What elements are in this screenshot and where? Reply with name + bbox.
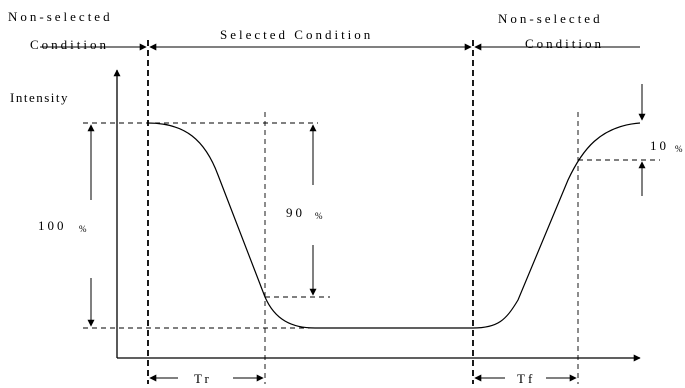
nonselected-left-line2: Condition <box>30 37 109 52</box>
magnitude-90-unit: % <box>315 211 323 221</box>
magnitude-100-unit: % <box>79 224 87 234</box>
nonselected-left-line1: Non-selected <box>8 9 113 24</box>
magnitude-100-value: 100 <box>38 218 67 233</box>
y-axis-label: Intensity <box>10 90 69 105</box>
intensity-curve <box>147 122 641 329</box>
magnitude-10-value: 10 <box>650 138 669 153</box>
rise-time-label: Tr <box>194 371 212 386</box>
fall-time-label: Tf <box>517 371 535 386</box>
selected-condition-label: Selected Condition <box>220 27 373 42</box>
magnitude-90-value: 90 <box>286 205 305 220</box>
nonselected-right-line2: Condition <box>525 36 604 51</box>
nonselected-right-line1: Non-selected <box>498 11 603 26</box>
magnitude-10-unit: % <box>675 144 683 154</box>
